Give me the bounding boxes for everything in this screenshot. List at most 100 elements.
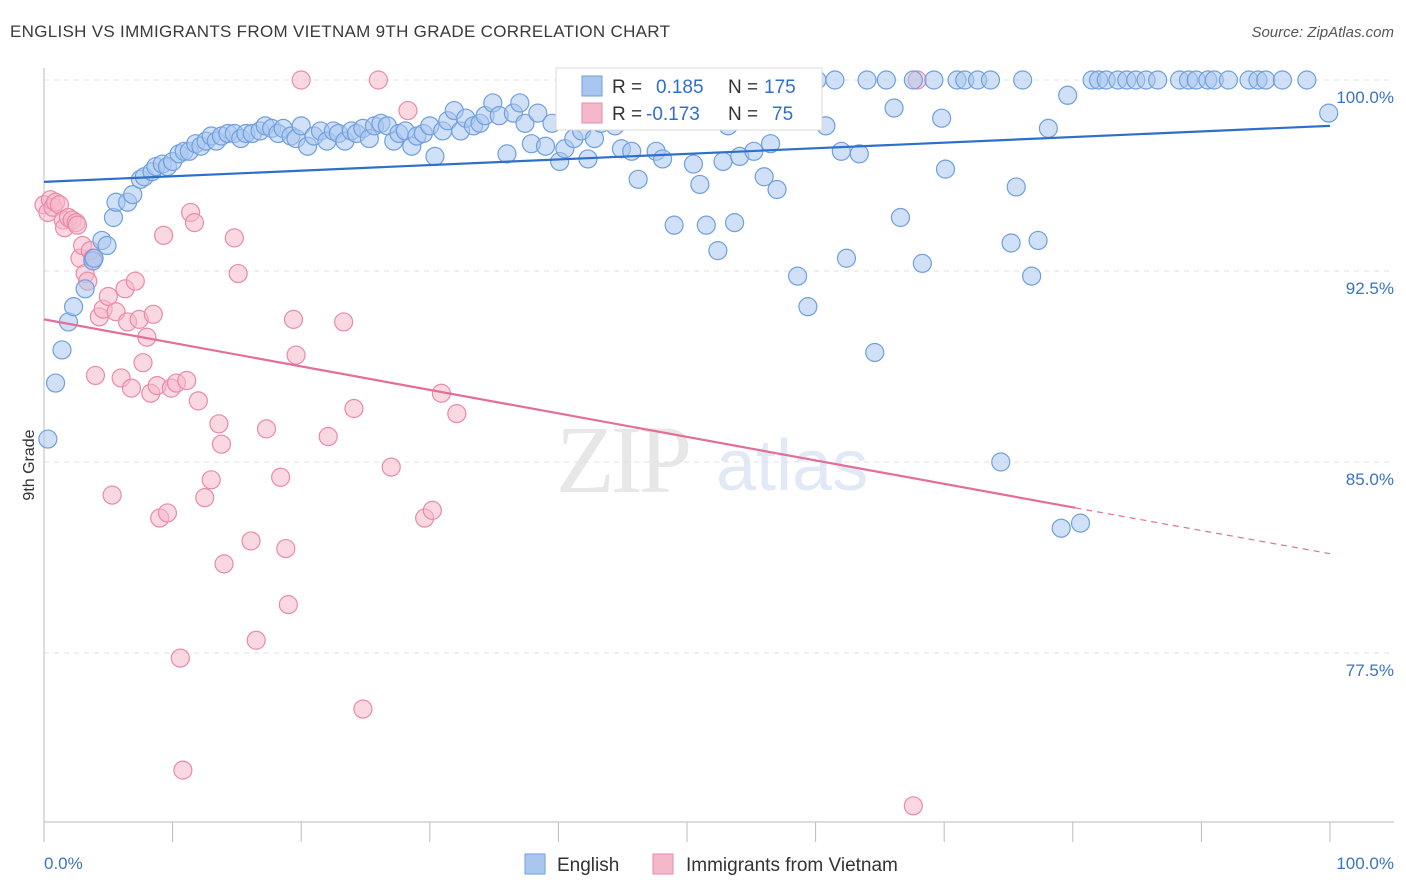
y-tick-label: 77.5%	[1346, 661, 1394, 680]
trend-line-english	[43, 124, 1331, 183]
legend-bottom-english: English	[557, 855, 619, 876]
data-point-english	[510, 93, 530, 113]
data-point-vietnam	[353, 699, 373, 719]
data-point-english	[1013, 70, 1033, 90]
y-tick-label: 92.5%	[1346, 279, 1394, 298]
data-point-english	[932, 108, 952, 128]
data-point-english	[535, 136, 556, 156]
data-point-english	[1319, 103, 1339, 123]
data-point-vietnam	[286, 345, 306, 365]
data-point-english	[760, 134, 781, 154]
data-point-vietnam	[291, 70, 311, 90]
chart-title: ENGLISH VS IMMIGRANTS FROM VIETNAM 9TH G…	[10, 22, 671, 41]
data-point-english	[1038, 118, 1058, 138]
svg-text:ZIP: ZIP	[556, 406, 689, 513]
data-point-english	[1028, 230, 1048, 251]
data-point-english	[690, 174, 710, 195]
data-point-english	[980, 70, 1001, 90]
data-point-english	[1001, 233, 1021, 253]
data-point-vietnam	[368, 70, 388, 90]
trend-lines	[43, 124, 1331, 555]
trend-line-vietnam	[43, 318, 1076, 509]
data-point-english	[884, 98, 904, 118]
data-point-vietnam	[256, 419, 277, 439]
data-point-vietnam	[125, 271, 145, 291]
data-point-english	[836, 248, 857, 268]
data-point-vietnam	[228, 263, 248, 284]
data-point-english	[123, 185, 143, 205]
series-immigrants-from-vietnam	[34, 70, 927, 816]
data-point-english	[787, 266, 808, 286]
legend-n-value-1: 175	[764, 77, 796, 98]
data-point-english	[713, 151, 733, 172]
legend-swatch-english	[581, 75, 603, 97]
data-point-vietnam	[344, 398, 364, 419]
data-point-english	[528, 103, 548, 123]
data-point-english	[515, 113, 535, 133]
data-point-vietnam	[184, 213, 205, 233]
data-point-vietnam	[278, 595, 298, 615]
data-point-english	[767, 179, 787, 200]
data-point-english	[696, 215, 716, 235]
data-point-vietnam	[133, 353, 153, 373]
data-point-english	[890, 207, 911, 228]
data-point-english	[1070, 513, 1091, 533]
data-point-vietnam	[214, 554, 234, 574]
data-point-vietnam	[157, 503, 178, 523]
data-point-english	[708, 241, 728, 261]
data-point-vietnam	[283, 309, 304, 329]
legend-r-label-1: R =	[612, 77, 642, 98]
data-point-english	[876, 70, 896, 90]
data-point-vietnam	[102, 485, 122, 505]
data-point-vietnam	[422, 500, 442, 520]
data-point-vietnam	[188, 391, 208, 411]
series-english	[38, 70, 1339, 538]
data-point-vietnam	[903, 796, 923, 816]
data-point-vietnam	[195, 488, 215, 508]
data-point-english	[84, 248, 104, 268]
data-point-vietnam	[271, 467, 291, 487]
data-point-english	[991, 452, 1011, 472]
data-point-english	[97, 235, 117, 256]
data-point-english	[628, 169, 648, 189]
data-point-vietnam	[209, 414, 229, 434]
data-point-english	[1051, 518, 1071, 538]
data-point-english	[1218, 70, 1239, 90]
data-point-vietnam	[170, 648, 190, 668]
data-point-vietnam	[173, 760, 193, 780]
legend-r-value-2: -0.173	[646, 104, 700, 125]
data-point-english	[52, 340, 72, 360]
y-tick-label: 85.0%	[1346, 470, 1394, 489]
data-point-english	[724, 213, 745, 233]
data-point-english	[1006, 177, 1026, 197]
data-point-vietnam	[98, 286, 118, 307]
data-point-vietnam	[211, 434, 232, 454]
data-point-english	[425, 146, 445, 166]
data-point-english	[45, 373, 66, 393]
data-point-english	[63, 297, 84, 317]
trend-line-vietnam-extension	[1075, 507, 1331, 555]
data-point-english	[1256, 70, 1276, 90]
data-point-english	[683, 154, 704, 174]
data-point-english	[831, 141, 851, 161]
data-point-vietnam	[334, 312, 354, 332]
data-point-vietnam	[153, 225, 174, 245]
series-legend: English Immigrants from Vietnam	[524, 853, 898, 876]
data-point-english	[497, 144, 517, 164]
data-point-english	[75, 279, 95, 299]
data-point-english	[912, 253, 932, 273]
x-tick-labels: 0.0% 100.0%	[44, 854, 1394, 873]
legend-r-label-2: R =	[612, 104, 642, 125]
data-point-vietnam	[143, 304, 163, 324]
data-point-english	[857, 70, 877, 90]
data-point-vietnam	[67, 215, 88, 235]
data-point-vietnam	[224, 228, 244, 248]
x-tick-label: 100.0%	[1336, 854, 1394, 873]
data-point-english	[1058, 85, 1078, 105]
legend-bottom-swatch-vietnam	[652, 853, 674, 875]
legend-n-label-1: N =	[728, 77, 758, 98]
data-point-english	[935, 159, 956, 179]
data-point-english	[1272, 70, 1293, 90]
data-point-english	[825, 70, 845, 90]
